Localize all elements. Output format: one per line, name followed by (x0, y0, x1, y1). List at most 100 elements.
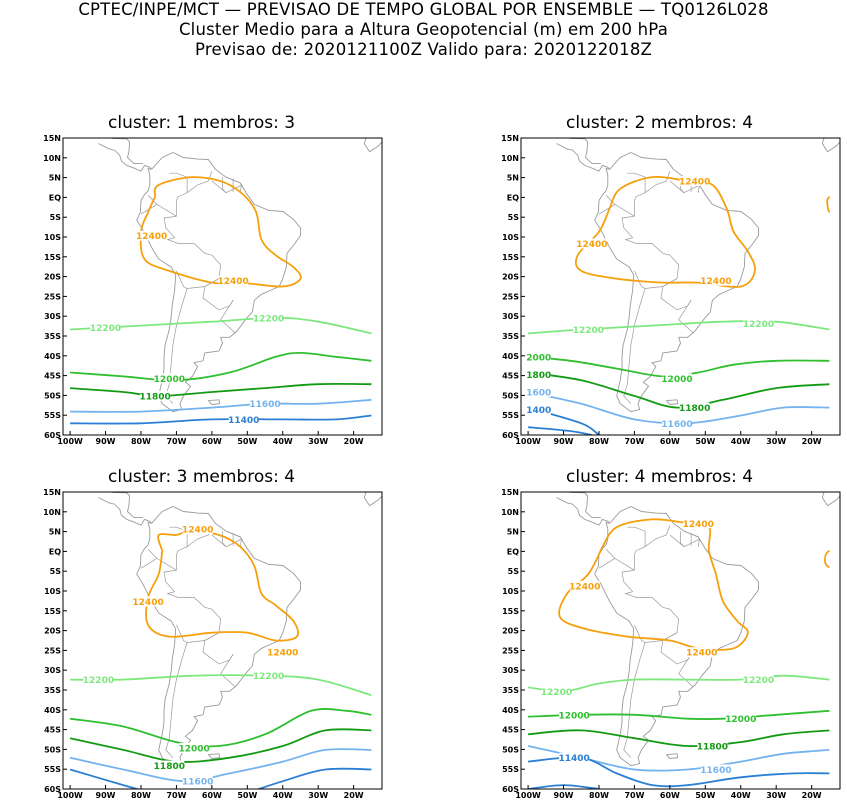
contour-label: 12200 (573, 326, 604, 336)
contour-label-bg (526, 351, 551, 362)
lat-tick-label: 25S (502, 292, 519, 301)
coastline-segment (570, 492, 585, 494)
lat-tick-label: 45S (502, 726, 519, 735)
country-border (598, 204, 616, 215)
lon-tick-label: 20W (344, 791, 364, 800)
plot-frame (520, 491, 841, 790)
contour-label-bg (679, 402, 710, 413)
lon-tick-label: 30W (308, 791, 328, 800)
lon-tick-label: 20W (802, 437, 822, 446)
lat-tick-label: 5N (507, 528, 519, 537)
contour-12000 (70, 351, 372, 382)
contour-label: 1600 (526, 389, 551, 399)
contour-label: 12400 (686, 649, 717, 659)
contour-12400 (139, 176, 302, 288)
contour-12200 (527, 674, 830, 693)
contour-label-bg (573, 324, 604, 335)
lat-tick-label: 5N (49, 528, 61, 537)
contour-label-bg (267, 647, 298, 658)
contour-label-bg (228, 414, 259, 425)
lat-tick-label: 35S (44, 686, 61, 695)
lat-tick-label: 55S (502, 765, 519, 774)
contour-label-bg (182, 776, 213, 787)
lat-tick-label: 25S (44, 292, 61, 301)
lon-tick-label: 60W (660, 791, 680, 800)
lat-tick-label: 40S (44, 352, 61, 361)
lat-tick-label: 25S (502, 646, 519, 655)
lat-tick-label: 60S (502, 785, 519, 794)
lon-tick-label: 70W (166, 437, 186, 446)
lat-tick-label: 10S (44, 587, 61, 596)
panel-3-map: 12400 12400 12400 12200 12200 12000 11800 11600… (43, 488, 383, 800)
contour-label-bg (679, 175, 710, 186)
lat-tick-label: 30S (44, 666, 61, 675)
lat-tick-label: 15S (502, 253, 519, 262)
coastline-segment (112, 138, 127, 140)
lon-tick-label: 20W (802, 791, 822, 800)
coastline-segment (821, 138, 840, 153)
lat-tick-label: EQ (507, 547, 519, 556)
coastline-segment (363, 138, 382, 153)
country-border (211, 180, 243, 194)
country-border (678, 300, 694, 333)
lat-tick-label: 5N (49, 174, 61, 183)
lon-tick-label: 30W (308, 437, 328, 446)
contour-label: 12400 (217, 277, 248, 287)
contour-label-bg (250, 398, 281, 409)
country-border (598, 558, 616, 569)
country-border (678, 654, 694, 687)
contour-label: 12200 (541, 688, 572, 698)
coastline-segment (665, 399, 679, 405)
lat-tick-label: 5S (508, 213, 520, 222)
lat-tick-label: 20S (44, 627, 61, 636)
lon-tick-label: 70W (624, 791, 644, 800)
lon-tick-label: 80W (589, 437, 609, 446)
south-america-coastline (136, 152, 301, 413)
lat-tick-label: 50S (44, 391, 61, 400)
country-border (627, 172, 646, 193)
coastline-segment (570, 138, 585, 140)
contour-label: 1800 (526, 371, 551, 381)
lon-tick-label: 60W (202, 437, 222, 446)
lat-tick-label: 40S (44, 706, 61, 715)
contour-label: 12200 (90, 324, 121, 334)
lat-tick-label: 10S (44, 233, 61, 242)
contour-label-bg (154, 373, 185, 384)
contour-11800 (69, 728, 372, 763)
lat-tick-label: 10S (502, 233, 519, 242)
contour-label-bg (576, 238, 607, 249)
lon-tick-label: 40W (273, 437, 293, 446)
lon-tick-label: 70W (166, 791, 186, 800)
lat-tick-label: 55S (44, 765, 61, 774)
contour-label: 2000 (526, 353, 551, 363)
contour-label-bg (526, 369, 551, 380)
contour-11400 (528, 426, 593, 435)
contour-label-bg (569, 580, 600, 591)
plot-area: 12400 12400 12400 12200 12200 12000 11800 11600… (43, 488, 383, 800)
contour-label: 11600 (249, 400, 280, 410)
lon-tick-label: 70W (624, 437, 644, 446)
contour-label-bg (133, 596, 164, 607)
lon-tick-label: 40W (273, 791, 293, 800)
contour-11400 (70, 414, 372, 425)
lon-tick-label: 40W (731, 437, 751, 446)
coastline-segment (556, 497, 610, 526)
country-border (605, 549, 635, 571)
coastline-segment (665, 753, 679, 759)
contour-label: 12000 (178, 744, 209, 754)
contour-12400 (574, 175, 756, 288)
lat-tick-label: 20S (502, 627, 519, 636)
contour-label-bg (253, 312, 284, 323)
country-border (163, 525, 222, 643)
contour-label-bg (683, 518, 714, 529)
lon-tick-label: 50W (695, 437, 715, 446)
contour-label-bg (526, 387, 551, 398)
coastline-segment (821, 492, 840, 507)
contour-label: 11600 (661, 420, 692, 430)
country-border (669, 180, 701, 194)
south-america-coastline (136, 506, 301, 767)
contour-11600 (70, 398, 372, 413)
contour-label: 12000 (154, 375, 185, 385)
lon-tick-label: 100W (515, 437, 541, 446)
lat-tick-label: 40S (502, 352, 519, 361)
